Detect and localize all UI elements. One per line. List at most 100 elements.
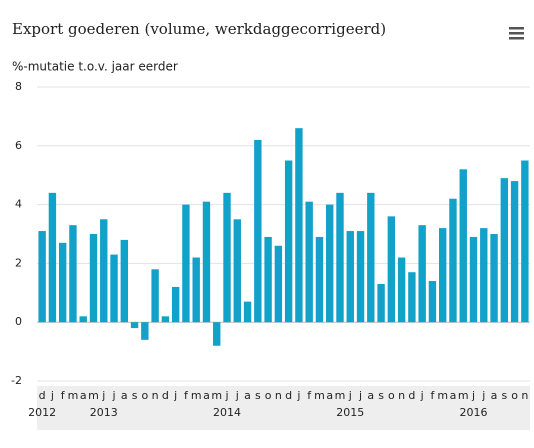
x-tick-label: j [296,389,300,402]
x-tick-label: s [378,389,384,402]
x-tick-label: j [471,389,475,402]
x-tick-label: j [112,389,116,402]
year-label: 2014 [213,406,241,419]
x-tick-label: a [203,389,210,402]
bar [284,160,293,323]
year-label: 2016 [460,406,488,419]
x-tick-label: f [61,389,66,402]
x-tick-label: j [101,389,105,402]
bar [48,192,57,323]
bar [387,216,396,323]
x-tick-label: o [141,389,148,402]
x-tick-label: m [88,389,99,402]
x-tick-label: m [191,389,202,402]
x-tick-label: o [388,389,395,402]
bar [58,242,67,323]
x-tick-label: a [244,389,251,402]
bar [264,236,272,323]
x-tick-label: s [501,389,507,402]
bar [254,139,262,323]
x-tick-label: o [265,389,272,402]
x-tick-label: j [358,389,362,402]
bar [182,204,190,323]
x-tick-label: a [367,389,374,402]
bar [418,225,426,323]
x-tick-label: j [481,389,485,402]
x-tick-label: j [173,389,177,402]
y-tick-label: 2 [15,256,22,269]
x-tick-label: f [430,389,435,402]
year-label: 2012 [28,406,56,419]
bar [480,228,488,323]
x-tick-label: a [121,389,128,402]
bar [223,192,231,323]
x-tick-label: a [326,389,333,402]
x-tick-label: j [235,389,239,402]
bar [459,169,467,323]
bar [326,204,334,323]
x-tick-label: n [398,389,405,402]
bar [213,322,221,346]
bar [79,316,87,323]
x-tick-label: n [152,389,159,402]
year-label: 2013 [90,406,118,419]
x-tick-label: n [275,389,282,402]
y-tick-label: -2 [11,374,22,387]
bar [295,128,303,323]
bar [521,160,529,323]
x-tick-label: m [68,389,79,402]
bar [100,219,108,323]
bar [490,234,498,323]
x-tick-label: d [285,389,292,402]
x-tick-label: m [458,389,469,402]
x-tick-label: j [224,389,228,402]
year-label: 2015 [336,406,364,419]
bar [202,201,211,323]
x-tick-label: s [255,389,261,402]
y-tick-label: 4 [15,198,22,211]
x-tick-label: m [437,389,448,402]
bar [171,286,180,323]
bar [69,225,77,323]
x-tick-label: f [307,389,312,402]
bar [233,219,241,323]
bar [151,269,159,323]
bar [315,236,324,323]
bar [120,239,128,323]
bar [38,231,46,323]
bar [367,192,375,323]
bar [89,234,98,323]
x-tick-label: m [335,389,346,402]
menu-icon[interactable] [509,27,524,40]
bar [243,301,252,323]
bar [377,283,385,323]
x-tick-label: d [408,389,415,402]
bar [408,272,416,323]
y-tick-label: 0 [15,315,22,328]
x-tick-label: j [348,389,352,402]
y-tick-label: 6 [15,139,22,152]
bar [500,178,509,323]
bar [469,236,478,323]
x-tick-label: n [521,389,528,402]
x-tick-label: f [184,389,189,402]
x-tick-label: a [80,389,87,402]
bar [305,201,313,323]
x-tick-label: s [132,389,138,402]
bar [510,181,519,323]
x-tick-label: m [314,389,325,402]
bar [397,257,406,323]
y-tick-label: 8 [15,80,22,93]
bar [356,231,365,323]
bar [449,198,457,323]
chart-title: Export goederen (volume, werkdaggecorrig… [12,20,386,38]
bar [439,228,447,323]
x-tick-label: d [39,389,46,402]
bar [161,316,170,323]
bar [141,322,149,340]
x-tick-label: m [211,389,222,402]
x-tick-label: d [162,389,169,402]
x-axis-band [37,386,530,430]
x-tick-label: o [511,389,518,402]
